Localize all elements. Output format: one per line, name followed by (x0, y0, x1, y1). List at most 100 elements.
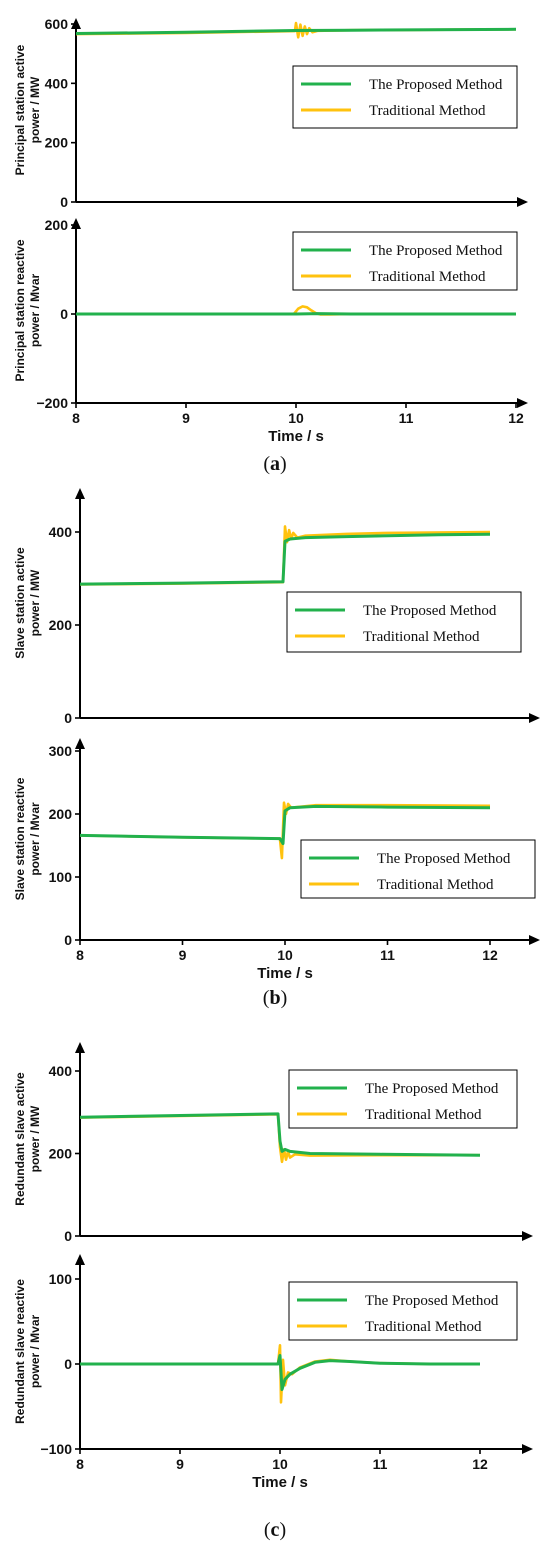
chart-2: −200 0 200 8 9 10 11 12 Time / s Principal statio… (13, 217, 528, 445)
panel-label-close: ) (281, 987, 288, 1009)
x-axis-arrow (517, 398, 528, 408)
y-axis-label-line-2: power / MW (28, 1105, 42, 1172)
legend-label: Traditional Method (369, 269, 486, 285)
legend-label: Traditional Method (365, 1319, 482, 1335)
legend-label: Traditional Method (377, 877, 494, 893)
y-axis-label: Slave station activepower / MW (13, 547, 42, 659)
panel-label-b: (b) (263, 987, 287, 1009)
legend-box (300, 839, 536, 899)
series-line-proposed (80, 1354, 480, 1391)
y-axis-label: Slave station reactivepower / Mvar (13, 777, 42, 900)
y-axis-label-line-1: Redundant slave active (13, 1072, 27, 1206)
panel-label-letter: b (269, 987, 280, 1009)
legend-label: Traditional Method (365, 1107, 482, 1123)
x-tick-label: 11 (399, 410, 414, 426)
panel-label-close: ) (280, 453, 287, 475)
y-axis-arrow (75, 1042, 85, 1053)
y-tick-label: 0 (64, 710, 72, 726)
y-axis-label-line-2: power / MW (28, 76, 42, 143)
panel-label-letter: c (271, 1519, 280, 1541)
chart-3: 0 200 400 Slave station activepower / MW The… (13, 488, 540, 726)
y-axis-label-line-1: Slave station reactive (13, 777, 27, 900)
x-tick-label: 10 (288, 410, 304, 426)
chart-4: 0 100 200 300 8 9 10 11 12 Time / s Slave station … (13, 738, 540, 982)
legend-box (286, 591, 522, 653)
y-axis-label-line-2: power / Mvar (28, 802, 42, 876)
y-tick-label: 100 (49, 1271, 73, 1287)
y-tick-label: 0 (60, 306, 68, 322)
legend: The Proposed Method Traditional Method (292, 231, 518, 291)
y-tick-label: 400 (45, 75, 69, 91)
panel-label-open: ( (263, 987, 270, 1009)
panel-label-open: ( (263, 453, 270, 475)
y-tick-label: 200 (49, 617, 73, 633)
y-tick-label: 0 (64, 932, 72, 948)
x-tick-label: 8 (72, 410, 80, 426)
y-tick-label: 400 (49, 524, 73, 540)
x-tick-label: 10 (272, 1456, 288, 1472)
legend-label: The Proposed Method (369, 77, 503, 93)
y-tick-label: 200 (45, 135, 69, 151)
x-tick-label: 8 (76, 947, 84, 963)
y-tick-label: 200 (49, 1146, 73, 1162)
x-axis-arrow (522, 1444, 533, 1454)
chart-5: 0 200 400 Redundant slave activepower / MW T… (13, 1042, 533, 1244)
x-axis-label: Time / s (252, 1474, 308, 1491)
x-tick-label: 12 (482, 947, 498, 963)
x-tick-label: 11 (380, 947, 395, 963)
y-axis-label: Redundant slave activepower / MW (13, 1072, 42, 1206)
y-tick-label: 0 (64, 1228, 72, 1244)
legend-label: The Proposed Method (365, 1293, 499, 1309)
y-tick-label: 300 (49, 743, 73, 759)
y-tick-label: 400 (49, 1063, 73, 1079)
legend-label: The Proposed Method (363, 603, 497, 619)
y-axis-label-line-1: Principal station reactive (13, 239, 27, 381)
y-axis-arrow (75, 1254, 85, 1265)
y-tick-label: −100 (40, 1441, 72, 1457)
y-axis-arrow (75, 488, 85, 499)
x-axis-label: Time / s (268, 428, 324, 445)
chart-6: −100 0 100 8 9 10 11 12 Time / s Redundant slave … (13, 1254, 533, 1491)
x-tick-label: 12 (472, 1456, 488, 1472)
y-axis-label-line-1: Redundant slave reactive (13, 1279, 27, 1424)
x-axis-arrow (522, 1231, 533, 1241)
series-line-proposed (75, 27, 517, 35)
legend-box (292, 231, 518, 291)
series-line-proposed (79, 804, 491, 846)
panel-label-letter: a (270, 453, 280, 475)
series-line-proposed (79, 1112, 481, 1157)
series-line-proposed (79, 532, 491, 586)
panel-label-open: ( (264, 1519, 271, 1541)
y-axis-label: Principal station activepower / MW (13, 44, 42, 175)
panel-label-a: (a) (263, 453, 286, 475)
legend: The Proposed Method Traditional Method (292, 65, 518, 129)
legend: The Proposed Method Traditional Method (300, 839, 536, 899)
x-tick-label: 10 (277, 947, 293, 963)
y-axis-arrow (75, 738, 85, 749)
y-axis-label-line-2: power / Mvar (28, 1314, 42, 1388)
y-tick-label: 100 (49, 869, 73, 885)
legend: The Proposed Method Traditional Method (286, 591, 522, 653)
y-axis-arrow (71, 218, 81, 229)
panel-label-close: ) (279, 1519, 286, 1541)
panel-label-c: (c) (264, 1519, 286, 1541)
y-tick-label: 0 (64, 1356, 72, 1372)
x-axis-label: Time / s (257, 965, 313, 982)
legend-label: The Proposed Method (369, 243, 503, 259)
y-axis-label: Redundant slave reactivepower / Mvar (13, 1279, 42, 1424)
y-axis-label-line-2: power / MW (28, 569, 42, 636)
legend-box (288, 1069, 518, 1129)
legend-label: Traditional Method (369, 103, 486, 119)
x-tick-label: 11 (373, 1456, 388, 1472)
y-axis-label: Principal station reactivepower / Mvar (13, 239, 42, 381)
y-tick-label: 200 (49, 806, 73, 822)
legend-label: Traditional Method (363, 629, 480, 645)
legend-box (292, 65, 518, 129)
legend-label: The Proposed Method (365, 1081, 499, 1097)
x-tick-label: 9 (179, 947, 187, 963)
y-tick-label: 600 (45, 16, 69, 32)
legend-label: The Proposed Method (377, 851, 511, 867)
legend: The Proposed Method Traditional Method (288, 1281, 518, 1341)
y-tick-label: 200 (45, 217, 69, 233)
